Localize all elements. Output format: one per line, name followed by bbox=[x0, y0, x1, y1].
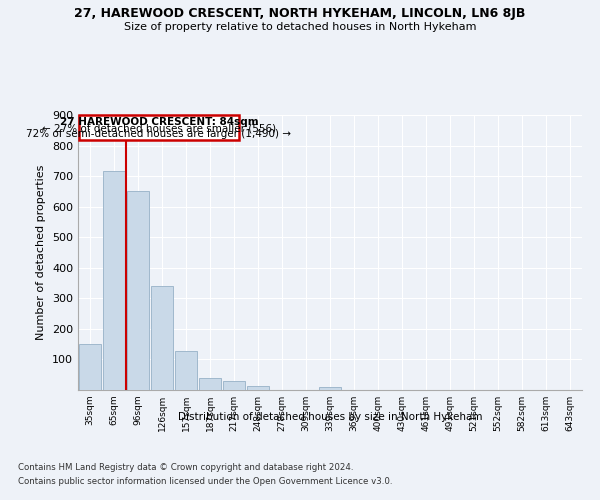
FancyBboxPatch shape bbox=[79, 115, 239, 140]
Bar bbox=[79, 344, 101, 390]
Bar bbox=[127, 192, 149, 390]
Text: Contains HM Land Registry data © Crown copyright and database right 2024.: Contains HM Land Registry data © Crown c… bbox=[18, 464, 353, 472]
Bar bbox=[223, 381, 245, 390]
Text: Size of property relative to detached houses in North Hykeham: Size of property relative to detached ho… bbox=[124, 22, 476, 32]
Text: Distribution of detached houses by size in North Hykeham: Distribution of detached houses by size … bbox=[178, 412, 482, 422]
Text: 27, HAREWOOD CRESCENT, NORTH HYKEHAM, LINCOLN, LN6 8JB: 27, HAREWOOD CRESCENT, NORTH HYKEHAM, LI… bbox=[74, 8, 526, 20]
Bar bbox=[199, 378, 221, 390]
Bar bbox=[151, 286, 173, 390]
Bar bbox=[175, 351, 197, 390]
Y-axis label: Number of detached properties: Number of detached properties bbox=[37, 165, 46, 340]
Bar bbox=[319, 387, 341, 390]
Bar bbox=[247, 386, 269, 390]
Bar bbox=[103, 171, 125, 390]
Text: 27 HAREWOOD CRESCENT: 84sqm: 27 HAREWOOD CRESCENT: 84sqm bbox=[59, 118, 259, 128]
Text: Contains public sector information licensed under the Open Government Licence v3: Contains public sector information licen… bbox=[18, 477, 392, 486]
Text: 72% of semi-detached houses are larger (1,490) →: 72% of semi-detached houses are larger (… bbox=[26, 128, 292, 138]
Text: ← 27% of detached houses are smaller (556): ← 27% of detached houses are smaller (55… bbox=[42, 123, 276, 133]
